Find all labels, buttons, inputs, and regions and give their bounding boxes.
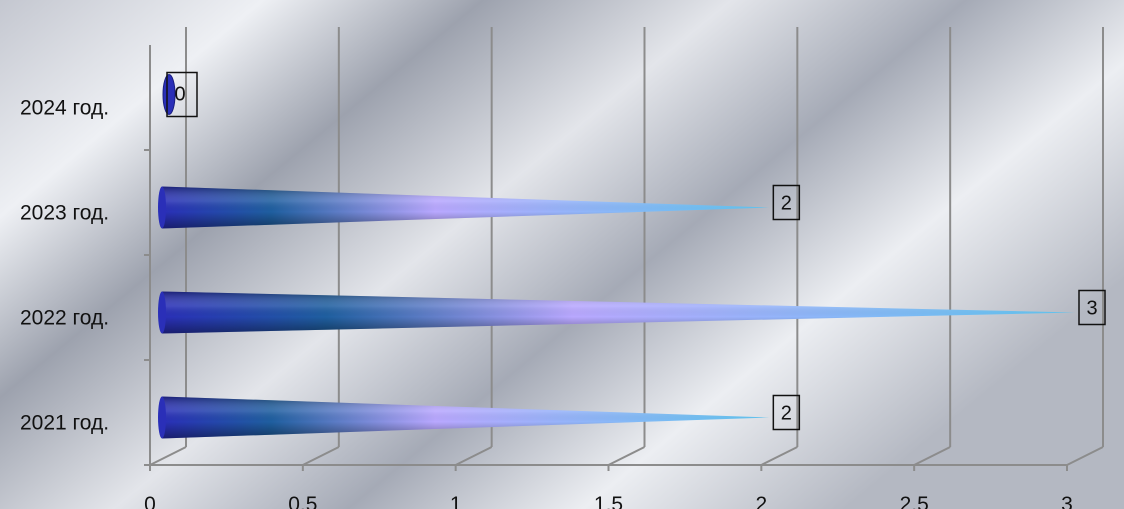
x-tick-label: 1,5 <box>594 493 623 509</box>
x-tick-label: 0 <box>144 493 156 509</box>
cone-bar-shading <box>162 396 770 439</box>
cone-base <box>158 291 166 334</box>
cone-base <box>158 396 166 439</box>
category-label: 2021 год. <box>20 412 109 435</box>
floor-gridline <box>302 446 340 466</box>
data-label-box <box>166 71 198 118</box>
floor-gridline <box>1066 446 1104 466</box>
data-label: 2 <box>781 403 792 425</box>
x-tick-label: 2 <box>755 493 767 509</box>
data-label: 2 <box>781 193 792 215</box>
floor-gridline <box>608 446 645 466</box>
x-tick-label: 2,5 <box>900 493 929 509</box>
cone-bar-shading <box>162 291 1075 334</box>
floor-gridline <box>760 446 798 466</box>
data-label-box <box>772 394 801 431</box>
labels-layer: 2 3 2 0 <box>166 71 1106 431</box>
floor-gridline <box>149 446 187 466</box>
category-label: 2024 год. <box>20 97 109 120</box>
category-label: 2023 год. <box>20 202 109 225</box>
floor-gridline <box>455 446 493 466</box>
data-label-box <box>1078 289 1106 326</box>
cone-bar-shading <box>162 186 770 229</box>
floor-gridline <box>913 446 951 466</box>
bars-layer <box>158 74 1075 439</box>
x-tick-label: 1 <box>450 493 462 509</box>
axis-layer: 0 0,5 1 1,5 2 2,5 3 2021 год. 2022 год. 2023 год.… <box>20 27 1073 509</box>
data-label: 0 <box>174 84 185 106</box>
data-label-box <box>772 184 801 221</box>
cone-base <box>158 186 166 229</box>
x-tick-label: 3 <box>1061 493 1073 509</box>
category-label: 2022 год. <box>20 307 109 330</box>
data-label: 3 <box>1086 298 1097 320</box>
cone-base <box>162 74 176 115</box>
x-tick-label: 0,5 <box>288 493 317 509</box>
